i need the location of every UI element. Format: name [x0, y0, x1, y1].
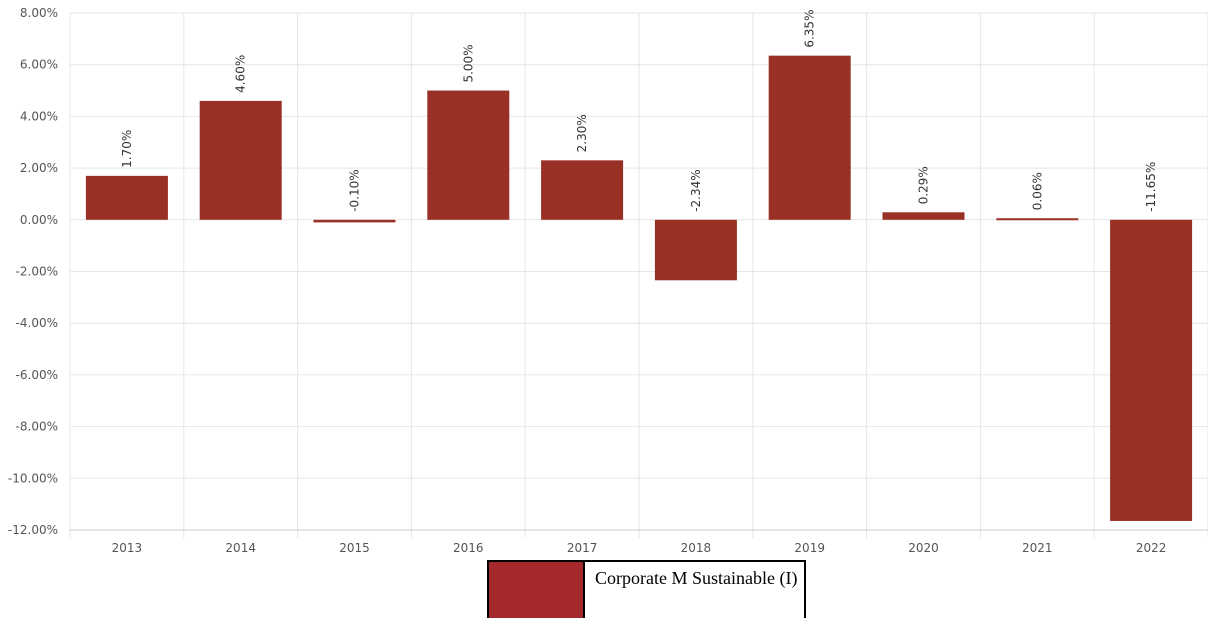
- data-label: -0.10%: [348, 169, 362, 211]
- data-label: -2.34%: [689, 169, 703, 211]
- x-tick-label: 2022: [1136, 541, 1167, 555]
- y-tick-label: -6.00%: [16, 368, 58, 382]
- x-tick-label: 2016: [453, 541, 484, 555]
- y-tick-label: 4.00%: [20, 109, 58, 123]
- x-tick-label: 2015: [339, 541, 370, 555]
- data-label: 0.29%: [917, 166, 931, 204]
- bar: [996, 218, 1078, 220]
- legend-swatch: [489, 562, 585, 618]
- y-tick-label: -8.00%: [16, 420, 58, 434]
- bar: [86, 176, 168, 220]
- x-tick-label: 2021: [1022, 541, 1053, 555]
- x-tick-label: 2013: [112, 541, 143, 555]
- y-tick-label: -2.00%: [16, 265, 58, 279]
- bar: [883, 212, 965, 219]
- bar: [314, 220, 396, 223]
- y-axis-ticks: 8.00% 6.00% 4.00% 2.00% 0.00% -2.00% -4.00% -6.…: [8, 6, 58, 537]
- x-tick-label: 2018: [681, 541, 712, 555]
- x-tick-label: 2014: [225, 541, 256, 555]
- x-axis-ticks: 2013 2014 2015 2016 2017 2018 2019 2020 2021 2022: [112, 541, 1167, 555]
- y-tick-label: 6.00%: [20, 58, 58, 72]
- bar: [200, 101, 282, 220]
- legend: Corporate M Sustainable (I): [487, 560, 806, 618]
- x-tick-label: 2020: [908, 541, 939, 555]
- y-tick-label: 2.00%: [20, 161, 58, 175]
- data-label: 2.30%: [575, 114, 589, 152]
- data-label: 0.06%: [1030, 172, 1044, 210]
- data-label: 4.60%: [234, 55, 248, 93]
- legend-label: Corporate M Sustainable (I): [585, 562, 804, 618]
- y-tick-label: -4.00%: [16, 316, 58, 330]
- bar: [769, 56, 851, 220]
- data-label: -11.65%: [1144, 162, 1158, 212]
- y-tick-label: 0.00%: [20, 213, 58, 227]
- y-tick-label: -10.00%: [8, 471, 58, 485]
- data-label: 1.70%: [120, 130, 134, 168]
- bar-chart: 8.00% 6.00% 4.00% 2.00% 0.00% -2.00% -4.00% -6.…: [0, 0, 1208, 560]
- x-tick-label: 2019: [794, 541, 825, 555]
- bar: [541, 160, 623, 219]
- data-label: 6.35%: [803, 10, 817, 48]
- bar: [427, 91, 509, 220]
- x-tick-label: 2017: [567, 541, 598, 555]
- y-tick-label: -12.00%: [8, 523, 58, 537]
- y-tick-label: 8.00%: [20, 6, 58, 20]
- bar: [1110, 220, 1192, 521]
- data-label: 5.00%: [461, 44, 475, 82]
- bar: [655, 220, 737, 280]
